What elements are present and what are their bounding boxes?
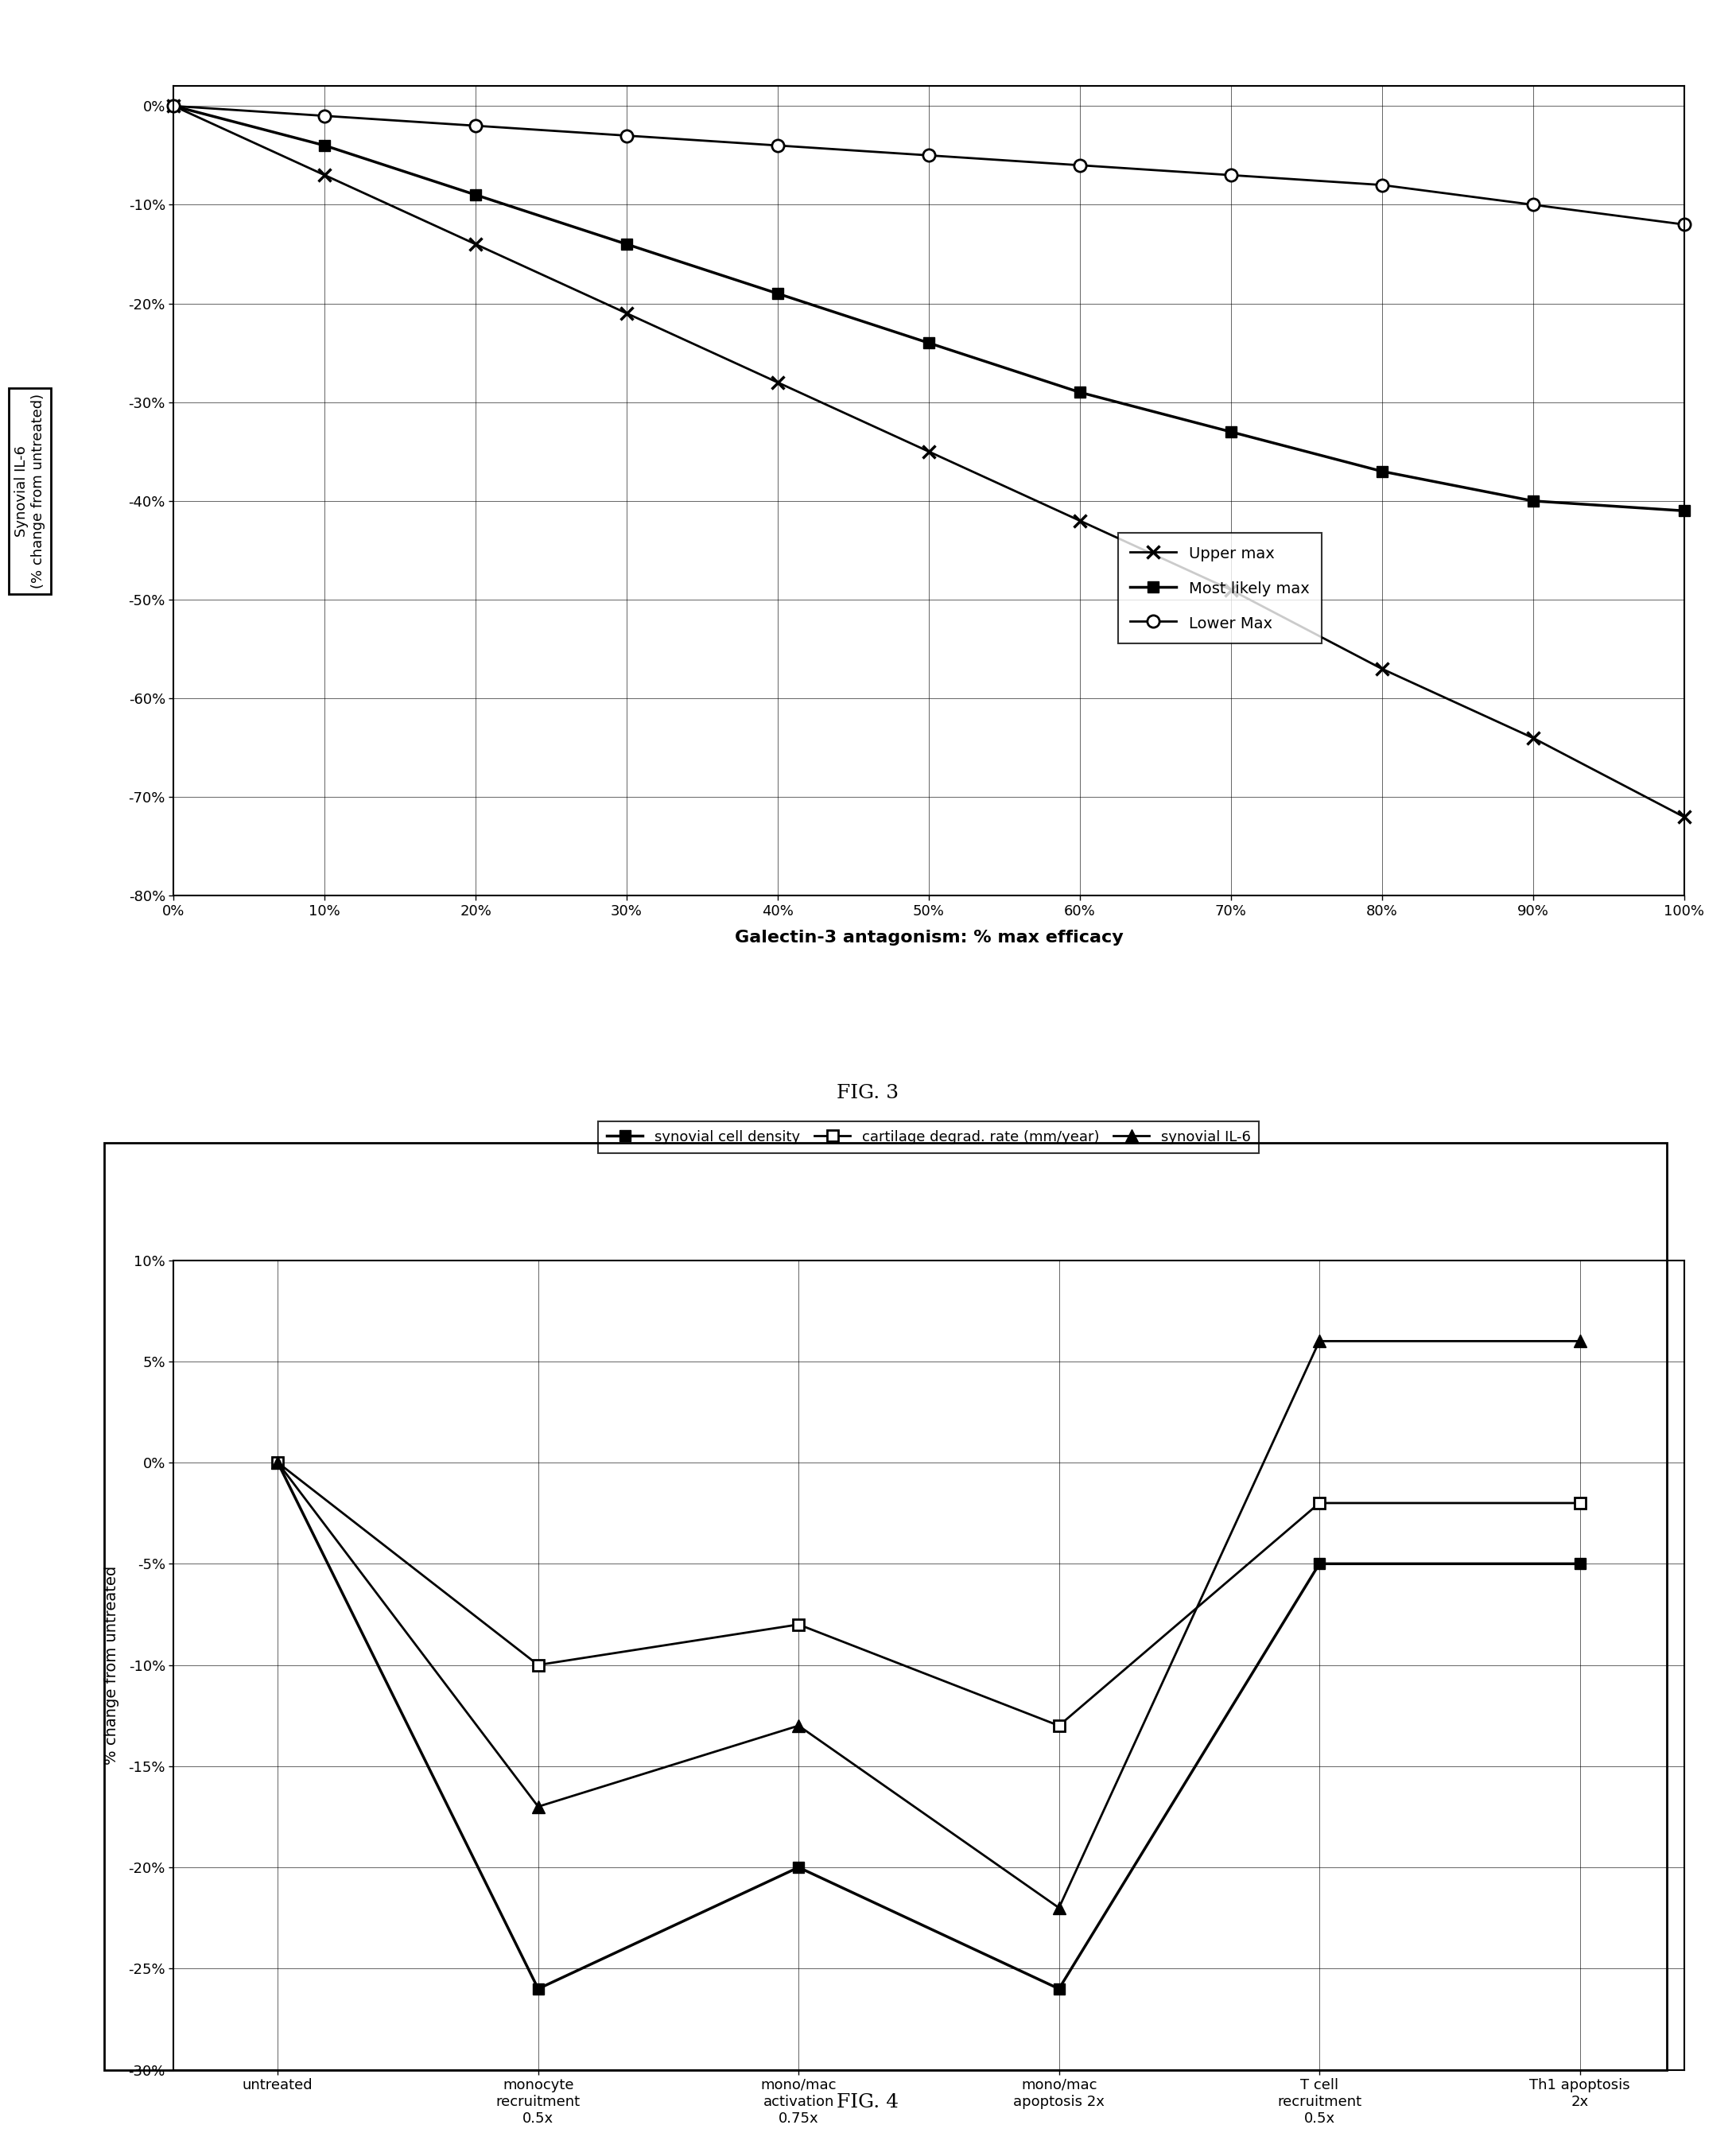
synovial cell density [528, 1975, 549, 2001]
synovial cell density [1569, 1550, 1590, 1576]
Most likely max [314, 132, 335, 157]
cartilage degrad. rate (mm/year) [1309, 1490, 1330, 1516]
synovial cell density [1309, 1550, 1330, 1576]
Lower Max [1220, 162, 1241, 188]
synovial cell density [1049, 1975, 1069, 2001]
Text: FIG. 4: FIG. 4 [837, 2093, 899, 2111]
Upper max [1522, 724, 1543, 750]
synovial cell density [267, 1449, 288, 1475]
synovial cell density [788, 1854, 809, 1880]
Upper max [1069, 507, 1090, 533]
Lower Max [918, 142, 939, 168]
Lower Max [1522, 192, 1543, 218]
Legend: synovial cell density, cartilage degrad. rate (mm/year), synovial IL-6: synovial cell density, cartilage degrad.… [599, 1121, 1259, 1153]
Lower Max [1371, 172, 1392, 198]
Most likely max [1371, 459, 1392, 485]
Line: synovial cell density: synovial cell density [273, 1457, 1585, 1994]
cartilage degrad. rate (mm/year) [267, 1449, 288, 1475]
Most likely max [1674, 498, 1694, 524]
Upper max [465, 231, 486, 257]
Upper max [163, 93, 184, 119]
Upper max [314, 162, 335, 188]
Y-axis label: % change from untreated: % change from untreated [104, 1565, 120, 1764]
Most likely max [163, 93, 184, 119]
synovial IL-6 [788, 1712, 809, 1738]
Lower Max [1069, 153, 1090, 179]
X-axis label: Galectin-3 antagonism: % max efficacy: Galectin-3 antagonism: % max efficacy [734, 929, 1123, 944]
Most likely max [616, 231, 637, 257]
cartilage degrad. rate (mm/year) [528, 1651, 549, 1677]
Upper max [1674, 804, 1694, 830]
Upper max [767, 369, 788, 395]
Text: Synovial IL-6
(% change from untreated): Synovial IL-6 (% change from untreated) [14, 395, 45, 589]
Line: Most likely max: Most likely max [168, 101, 1689, 515]
Line: synovial IL-6: synovial IL-6 [273, 1335, 1585, 1915]
Most likely max [465, 181, 486, 207]
Upper max [918, 438, 939, 464]
cartilage degrad. rate (mm/year) [788, 1611, 809, 1636]
Legend: Upper max, Most likely max, Lower Max: Upper max, Most likely max, Lower Max [1118, 533, 1321, 645]
Upper max [616, 300, 637, 326]
Most likely max [1069, 379, 1090, 405]
Most likely max [767, 280, 788, 306]
Lower Max [767, 132, 788, 157]
synovial IL-6 [528, 1794, 549, 1820]
Lower Max [616, 123, 637, 149]
Most likely max [1522, 487, 1543, 513]
Lower Max [1674, 211, 1694, 237]
Line: cartilage degrad. rate (mm/year): cartilage degrad. rate (mm/year) [273, 1457, 1585, 1731]
cartilage degrad. rate (mm/year) [1569, 1490, 1590, 1516]
synovial IL-6 [267, 1449, 288, 1475]
Text: FIG. 3: FIG. 3 [837, 1084, 899, 1102]
Line: Upper max: Upper max [167, 99, 1691, 824]
Upper max [1371, 655, 1392, 681]
Line: Lower Max: Lower Max [168, 99, 1689, 231]
Upper max [1220, 578, 1241, 604]
Lower Max [163, 93, 184, 119]
synovial IL-6 [1569, 1328, 1590, 1354]
synovial IL-6 [1049, 1895, 1069, 1921]
Lower Max [314, 103, 335, 129]
Lower Max [465, 112, 486, 138]
Most likely max [1220, 418, 1241, 444]
Most likely max [918, 330, 939, 356]
synovial IL-6 [1309, 1328, 1330, 1354]
cartilage degrad. rate (mm/year) [1049, 1712, 1069, 1738]
